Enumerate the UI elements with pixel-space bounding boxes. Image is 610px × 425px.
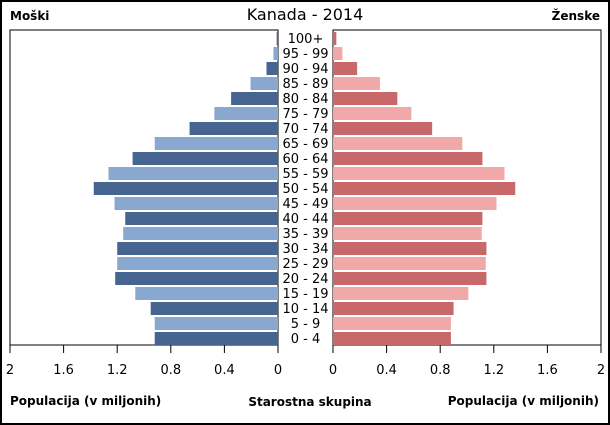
age-group-label: 40 - 44: [282, 212, 328, 227]
tick-label-right: 0.8: [430, 363, 451, 378]
age-group-label: 60 - 64: [282, 152, 328, 167]
bar-male: [214, 107, 278, 120]
tick-label-right: 1.2: [483, 363, 504, 378]
tick-label-left: 1.2: [107, 363, 128, 378]
age-group-label: 80 - 84: [282, 92, 328, 107]
age-group-label: 85 - 89: [282, 77, 328, 92]
bar-male: [154, 332, 278, 345]
bar-female: [333, 332, 451, 345]
age-group-label: 45 - 49: [282, 197, 328, 212]
chart-title: Kanada - 2014: [247, 5, 364, 24]
bar-male: [154, 137, 278, 150]
age-group-label: 10 - 14: [282, 302, 328, 317]
bar-male: [117, 242, 278, 255]
bar-male: [115, 272, 278, 285]
age-group-label: 30 - 34: [282, 242, 328, 257]
age-group-label: 100+: [288, 32, 324, 47]
bar-male: [93, 182, 278, 195]
age-group-label: 55 - 59: [282, 167, 328, 182]
age-group-label: 25 - 29: [282, 257, 328, 272]
bar-male: [132, 152, 278, 165]
age-group-label: 50 - 54: [282, 182, 328, 197]
bar-female: [333, 197, 497, 210]
tick-label-right: 1.6: [537, 363, 558, 378]
tick-label-right: 2: [597, 363, 605, 378]
age-group-label: 0 - 4: [291, 332, 321, 347]
right-label: Ženske: [552, 8, 600, 23]
bar-female: [333, 167, 505, 180]
bar-male: [114, 197, 279, 210]
tick-label-left: 0.8: [160, 363, 181, 378]
bar-male: [231, 92, 278, 105]
tick-label-left: 2: [6, 363, 14, 378]
age-group-label: 90 - 94: [282, 62, 328, 77]
age-group-label: 95 - 99: [282, 47, 328, 62]
age-group-label: 20 - 24: [282, 272, 328, 287]
bar-female: [333, 257, 486, 270]
bar-female: [333, 287, 469, 300]
bar-male: [189, 122, 278, 135]
x-axis-label-right: Populacija (v miljonih): [448, 394, 599, 408]
bar-male: [150, 302, 278, 315]
bar-female: [333, 302, 454, 315]
center-axis-label: Starostna skupina: [248, 395, 371, 409]
bar-male: [123, 227, 278, 240]
bar-male: [135, 287, 278, 300]
tick-label-right: 0: [329, 363, 337, 378]
bar-female: [333, 212, 483, 225]
bar-female: [333, 77, 380, 90]
bar-male: [266, 62, 278, 75]
age-group-label: 75 - 79: [282, 107, 328, 122]
bar-female: [333, 242, 487, 255]
bar-male: [117, 257, 278, 270]
bar-male: [154, 317, 278, 330]
bar-female: [333, 227, 482, 240]
bar-female: [333, 152, 483, 165]
left-label: Moški: [10, 9, 49, 23]
bar-female: [333, 317, 451, 330]
age-group-label: 15 - 19: [282, 287, 328, 302]
age-group-label: 70 - 74: [282, 122, 328, 137]
bar-male: [108, 167, 279, 180]
tick-label-left: 1.6: [53, 363, 74, 378]
bar-female: [333, 182, 516, 195]
tick-label-left: 0.4: [214, 363, 235, 378]
age-group-label: 35 - 39: [282, 227, 328, 242]
x-axis-label-left: Populacija (v miljonih): [10, 394, 161, 408]
age-group-label: 65 - 69: [282, 137, 328, 152]
bar-male: [250, 77, 278, 90]
bar-male: [273, 47, 278, 60]
bar-female: [333, 92, 398, 105]
tick-label-left: 0: [274, 363, 282, 378]
bar-female: [333, 137, 463, 150]
bar-female: [333, 272, 487, 285]
bar-female: [333, 32, 337, 45]
tick-label-right: 0.4: [376, 363, 397, 378]
bar-female: [333, 107, 412, 120]
bar-female: [333, 122, 433, 135]
bar-female: [333, 47, 343, 60]
bar-male: [125, 212, 279, 225]
bar-female: [333, 62, 358, 75]
bar-male: [276, 32, 278, 45]
age-group-label: 5 - 9: [291, 317, 321, 332]
